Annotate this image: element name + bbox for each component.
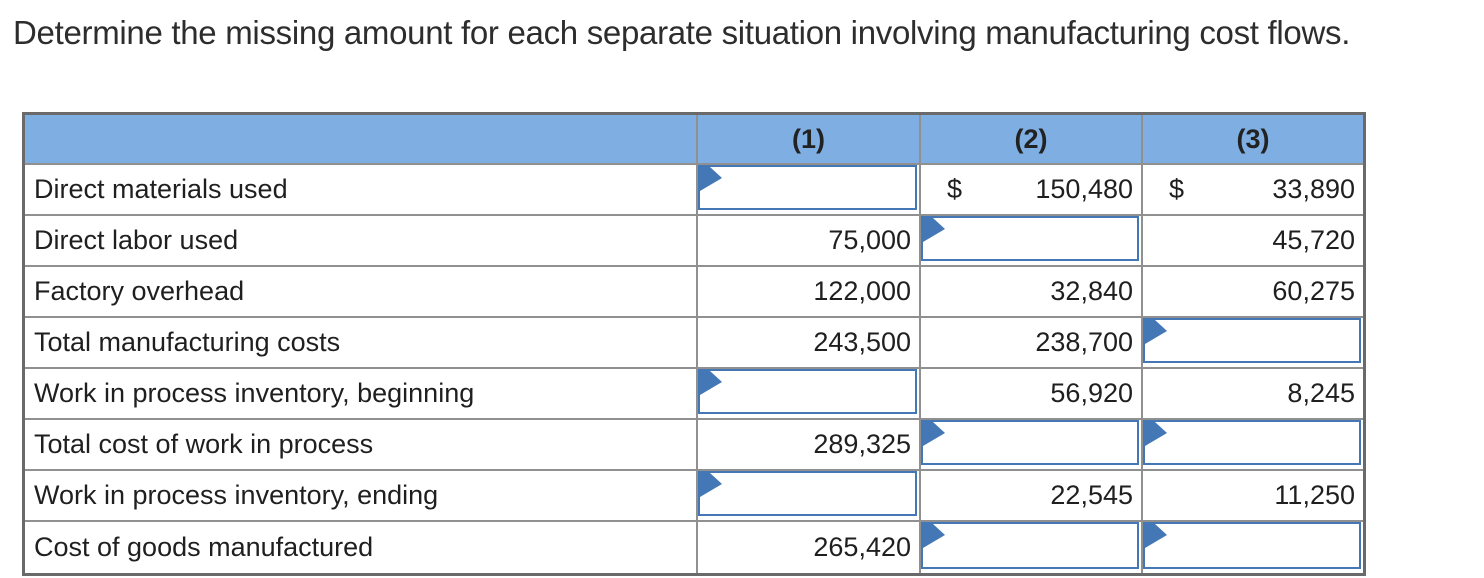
row-label: Work in process inventory, ending (25, 471, 698, 522)
input-marker-icon (923, 422, 945, 446)
answer-input[interactable] (1143, 420, 1361, 465)
row-label: Total manufacturing costs (25, 318, 698, 369)
page-title: Determine the missing amount for each se… (13, 14, 1351, 51)
header-cell-3: (3) (1143, 115, 1363, 165)
cell-value: 238,700 (1035, 327, 1133, 357)
input-marker-icon (700, 167, 722, 191)
row-label: Total cost of work in process (25, 420, 698, 471)
cell-value: 243,500 (813, 327, 911, 357)
input-marker-icon (923, 218, 945, 242)
input-cell (698, 165, 921, 216)
cell-value: 265,420 (813, 532, 911, 562)
input-cell (921, 216, 1143, 267)
cell-value: 22,545 (1050, 480, 1133, 510)
header-cell-1: (1) (698, 115, 921, 165)
cell-value: 11,250 (1274, 480, 1355, 510)
cell-value: 122,000 (813, 276, 911, 306)
input-cell (698, 369, 921, 420)
input-marker-icon (1145, 524, 1167, 548)
row-label: Cost of goods manufactured (25, 522, 698, 573)
input-marker-icon (700, 473, 722, 497)
currency-symbol: $ (947, 174, 963, 204)
input-marker-icon (923, 524, 945, 548)
answer-input[interactable] (921, 420, 1139, 465)
cell-value: 32,840 (1050, 276, 1133, 306)
value-cell: 122,000 (698, 267, 921, 318)
input-cell (921, 420, 1143, 471)
row-label: Direct labor used (25, 216, 698, 267)
input-cell (1143, 522, 1363, 573)
input-marker-icon (1145, 422, 1167, 446)
value-cell: 60,275 (1143, 267, 1363, 318)
answer-input[interactable] (698, 369, 917, 414)
cell-value: 33,890 (1272, 174, 1355, 204)
answer-input[interactable] (698, 471, 917, 516)
input-cell (698, 471, 921, 522)
value-cell: 45,720 (1143, 216, 1363, 267)
value-cell: 22,545 (921, 471, 1143, 522)
answer-input[interactable] (698, 165, 917, 210)
value-cell: 243,500 (698, 318, 921, 369)
input-cell (1143, 420, 1363, 471)
answer-input[interactable] (921, 522, 1139, 569)
answer-input[interactable] (1143, 522, 1361, 569)
row-label: Factory overhead (25, 267, 698, 318)
input-cell (921, 522, 1143, 573)
cell-value: 56,920 (1050, 378, 1133, 408)
answer-input[interactable] (921, 216, 1139, 261)
answer-input[interactable] (1143, 318, 1361, 363)
value-cell: 265,420 (698, 522, 921, 573)
value-cell: 289,325 (698, 420, 921, 471)
cell-value: 45,720 (1272, 225, 1355, 255)
value-cell: $ 150,480 (921, 165, 1143, 216)
input-marker-icon (1145, 320, 1167, 344)
row-label: Direct materials used (25, 165, 698, 216)
value-cell: 75,000 (698, 216, 921, 267)
cell-value: 150,480 (1035, 174, 1133, 204)
cell-value: 8,245 (1287, 378, 1355, 408)
input-marker-icon (700, 371, 722, 395)
header-cell-2: (2) (921, 115, 1143, 165)
header-cell-blank (25, 115, 698, 165)
cell-value: 289,325 (813, 429, 911, 459)
row-label: Work in process inventory, beginning (25, 369, 698, 420)
value-cell: $ 33,890 (1143, 165, 1363, 216)
input-cell (1143, 318, 1363, 369)
value-cell: 11,250 (1143, 471, 1363, 522)
value-cell: 32,840 (921, 267, 1143, 318)
currency-symbol: $ (1169, 174, 1185, 204)
cell-value: 75,000 (828, 225, 911, 255)
manufacturing-cost-table: (1) (2) (3) Direct materials used $ 150,… (22, 112, 1366, 576)
value-cell: 8,245 (1143, 369, 1363, 420)
value-cell: 56,920 (921, 369, 1143, 420)
cell-value: 60,275 (1272, 276, 1355, 306)
value-cell: 238,700 (921, 318, 1143, 369)
